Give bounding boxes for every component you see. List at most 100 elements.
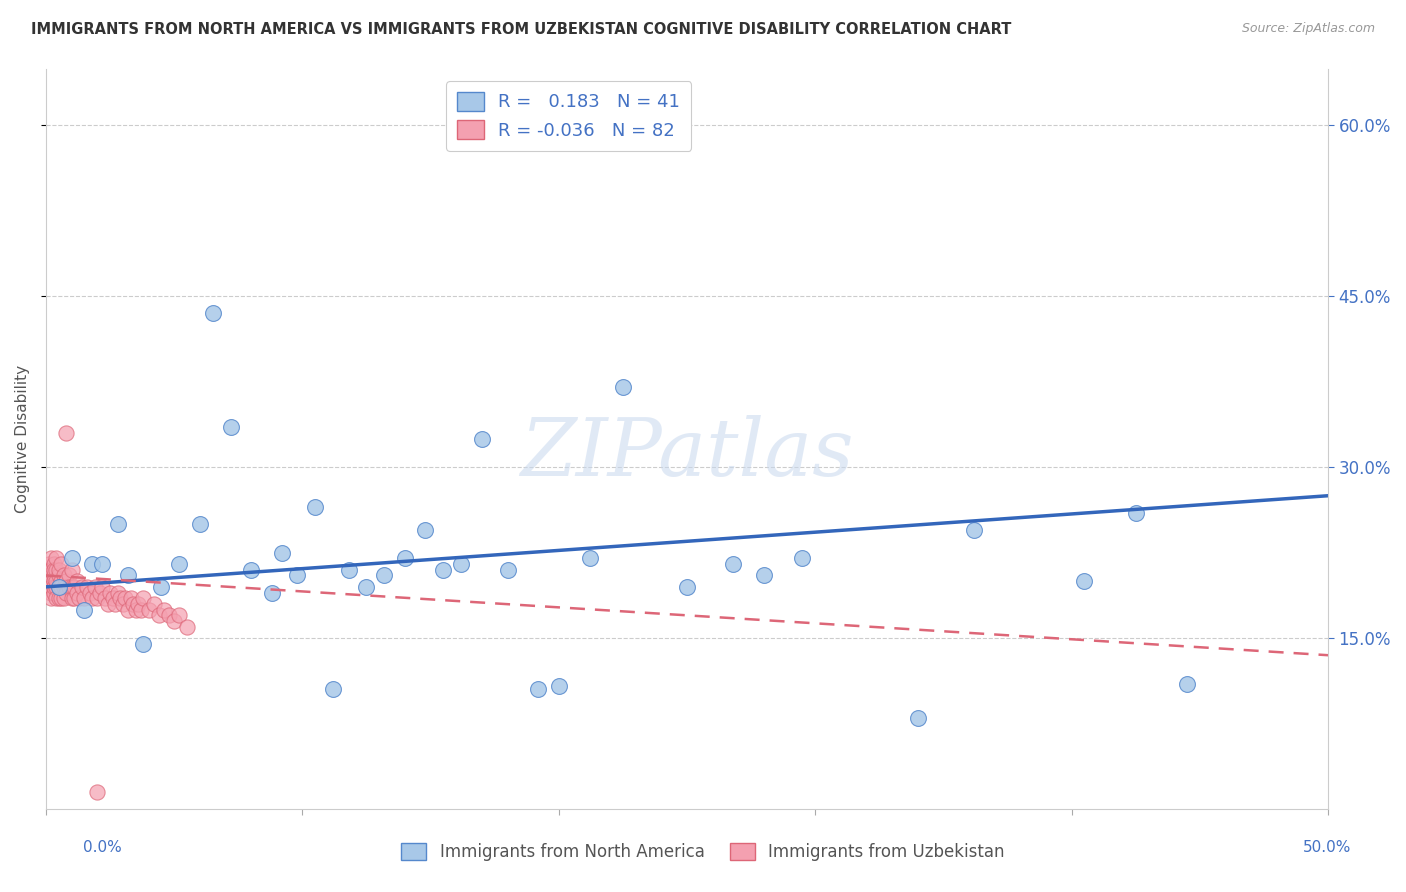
Point — [38, 574, 60, 589]
Point — [51, 580, 73, 594]
Point — [132, 637, 155, 651]
Point — [45, 551, 67, 566]
Point — [48, 591, 70, 606]
Point — [48, 580, 70, 594]
Point — [117, 568, 139, 582]
Point — [91, 580, 114, 594]
Point — [792, 551, 814, 566]
Point — [578, 551, 600, 566]
Point — [42, 563, 65, 577]
Point — [111, 597, 134, 611]
Point — [63, 580, 86, 594]
Point — [117, 602, 139, 616]
Point — [285, 568, 308, 582]
Point — [55, 585, 77, 599]
Point — [91, 557, 114, 571]
Point — [42, 585, 65, 599]
Point — [83, 580, 105, 594]
Point — [107, 517, 129, 532]
Point — [63, 591, 86, 606]
Point — [176, 620, 198, 634]
Text: 50.0%: 50.0% — [1303, 840, 1351, 855]
Point — [48, 568, 70, 582]
Text: 0.0%: 0.0% — [83, 840, 122, 855]
Point — [52, 568, 75, 582]
Point — [51, 557, 73, 571]
Point — [721, 557, 744, 571]
Point — [104, 597, 127, 611]
Point — [98, 585, 121, 599]
Point — [219, 420, 242, 434]
Point — [55, 580, 77, 594]
Point — [148, 608, 170, 623]
Point — [73, 591, 96, 606]
Point — [82, 557, 104, 571]
Point — [67, 591, 90, 606]
Point — [58, 568, 80, 582]
Point — [150, 580, 173, 594]
Point — [45, 563, 67, 577]
Point — [1073, 574, 1095, 589]
Point — [129, 602, 152, 616]
Point — [82, 591, 104, 606]
Point — [157, 608, 180, 623]
Point — [153, 602, 176, 616]
Point — [138, 602, 160, 616]
Point — [676, 580, 699, 594]
Point — [42, 557, 65, 571]
Point — [963, 523, 986, 537]
Point — [45, 574, 67, 589]
Point — [86, 591, 108, 606]
Text: Source: ZipAtlas.com: Source: ZipAtlas.com — [1241, 22, 1375, 36]
Point — [79, 585, 101, 599]
Point — [114, 591, 136, 606]
Point — [60, 580, 83, 594]
Point — [107, 585, 129, 599]
Point — [127, 597, 149, 611]
Point — [432, 563, 454, 577]
Point — [612, 380, 634, 394]
Point — [120, 591, 142, 606]
Text: ZIPatlas: ZIPatlas — [520, 415, 853, 492]
Point — [89, 585, 111, 599]
Point — [38, 557, 60, 571]
Point — [86, 785, 108, 799]
Point — [122, 597, 145, 611]
Point — [907, 711, 929, 725]
Point — [1175, 676, 1198, 690]
Point — [60, 551, 83, 566]
Point — [142, 597, 165, 611]
Point — [51, 574, 73, 589]
Point — [39, 580, 62, 594]
Point — [48, 580, 70, 594]
Point — [52, 580, 75, 594]
Point — [201, 306, 224, 320]
Point — [66, 585, 89, 599]
Point — [1125, 506, 1147, 520]
Point — [52, 591, 75, 606]
Point — [132, 591, 155, 606]
Point — [45, 591, 67, 606]
Point — [38, 580, 60, 594]
Point — [70, 580, 93, 594]
Point — [471, 432, 494, 446]
Point — [394, 551, 416, 566]
Point — [110, 591, 132, 606]
Point — [752, 568, 775, 582]
Point — [42, 574, 65, 589]
Point — [39, 585, 62, 599]
Point — [240, 563, 263, 577]
Point — [188, 517, 211, 532]
Point — [337, 563, 360, 577]
Point — [260, 585, 283, 599]
Point — [48, 563, 70, 577]
Point — [169, 608, 191, 623]
Point — [60, 563, 83, 577]
Point — [356, 580, 378, 594]
Point — [96, 597, 118, 611]
Point — [55, 574, 77, 589]
Point — [66, 574, 89, 589]
Point — [270, 546, 292, 560]
Text: IMMIGRANTS FROM NORTH AMERICA VS IMMIGRANTS FROM UZBEKISTAN COGNITIVE DISABILITY: IMMIGRANTS FROM NORTH AMERICA VS IMMIGRA… — [31, 22, 1011, 37]
Point — [38, 563, 60, 577]
